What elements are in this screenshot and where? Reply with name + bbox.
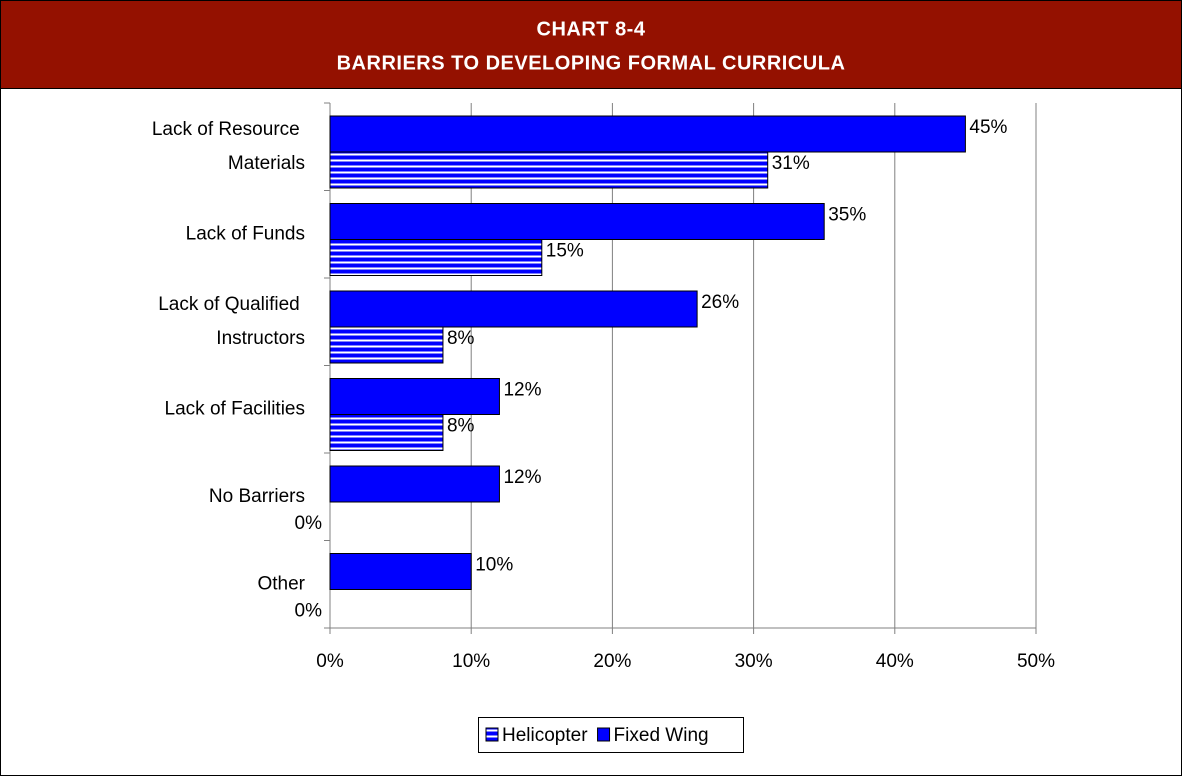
x-tick-label: 30% — [735, 651, 773, 672]
x-tick-label: 10% — [452, 651, 490, 672]
bar — [329, 553, 472, 590]
legend-label: Fixed Wing — [614, 725, 709, 746]
data-label: 12% — [503, 467, 541, 488]
data-label: 8% — [447, 416, 475, 437]
chart-title: CHART 8-4 — [537, 18, 646, 40]
bar — [329, 203, 825, 240]
legend-label: Helicopter — [502, 725, 588, 746]
bar — [329, 326, 444, 364]
data-label: 0% — [295, 601, 323, 622]
data-label: 0% — [295, 513, 323, 534]
data-label: 10% — [475, 555, 513, 576]
bar — [329, 414, 444, 451]
x-tick-label: 20% — [593, 651, 631, 672]
bar — [329, 290, 698, 328]
legend-box — [478, 717, 744, 753]
x-tick-label: 0% — [316, 651, 344, 672]
data-label: 26% — [701, 292, 739, 313]
y-tick-label: Lack of Funds — [186, 223, 305, 244]
data-label: 12% — [503, 380, 541, 401]
legend-swatch — [485, 727, 499, 742]
data-label: 15% — [546, 241, 584, 262]
bar — [329, 378, 500, 415]
y-tick-label: Lack of Qualified Instructors — [158, 294, 305, 349]
y-tick-label: Lack of Resource Materials — [152, 119, 305, 174]
bar — [329, 115, 966, 153]
legend-swatch — [597, 727, 611, 742]
y-tick-label: Lack of Facilities — [165, 398, 305, 419]
title-banner — [0, 0, 1182, 89]
y-tick-label: No Barriers — [209, 486, 305, 507]
bar — [329, 239, 543, 276]
data-label: 31% — [772, 153, 810, 174]
data-label: 35% — [828, 205, 866, 226]
bar — [329, 151, 769, 189]
data-label: 45% — [969, 117, 1007, 138]
x-tick-label: 40% — [876, 651, 914, 672]
chart-subtitle: BARRIERS TO DEVELOPING FORMAL CURRICULA — [337, 52, 846, 74]
x-tick-label: 50% — [1017, 651, 1055, 672]
data-label: 8% — [447, 328, 475, 349]
bar — [329, 465, 500, 503]
y-tick-label: Other — [257, 573, 305, 594]
